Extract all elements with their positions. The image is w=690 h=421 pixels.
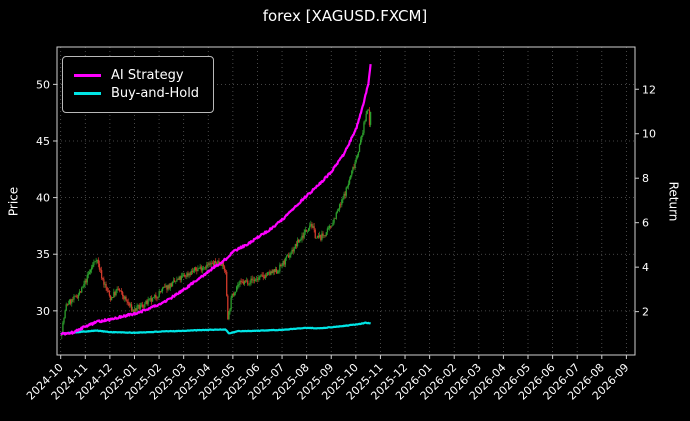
svg-text:6: 6	[642, 217, 649, 230]
svg-text:50: 50	[36, 78, 50, 91]
legend-label-ai-strategy: AI Strategy	[111, 68, 184, 83]
svg-text:8: 8	[642, 172, 649, 185]
ai-strategy-line	[60, 63, 372, 336]
svg-text:45: 45	[36, 135, 50, 148]
buy-and-hold-line-swatch	[74, 92, 101, 95]
legend-item-buy-and-hold: Buy-and-Hold	[74, 86, 199, 101]
chart-title: forex [XAGUSD.FXCM]	[262, 7, 428, 25]
legend-item-ai-strategy: AI Strategy	[74, 68, 199, 83]
svg-text:40: 40	[36, 192, 50, 205]
ai-strategy-line-swatch	[74, 74, 101, 77]
svg-text:12: 12	[642, 83, 656, 96]
left-axis-label: Price	[6, 186, 21, 217]
legend: AI Strategy Buy-and-Hold	[62, 56, 215, 113]
legend-label-buy-and-hold: Buy-and-Hold	[111, 86, 200, 101]
svg-text:10: 10	[642, 128, 656, 141]
svg-text:35: 35	[36, 248, 50, 261]
buy-and-hold-line	[60, 321, 372, 336]
svg-text:30: 30	[36, 305, 50, 318]
svg-text:2: 2	[642, 306, 649, 319]
right-axis-label: Return	[666, 181, 681, 222]
svg-text:4: 4	[642, 261, 649, 274]
